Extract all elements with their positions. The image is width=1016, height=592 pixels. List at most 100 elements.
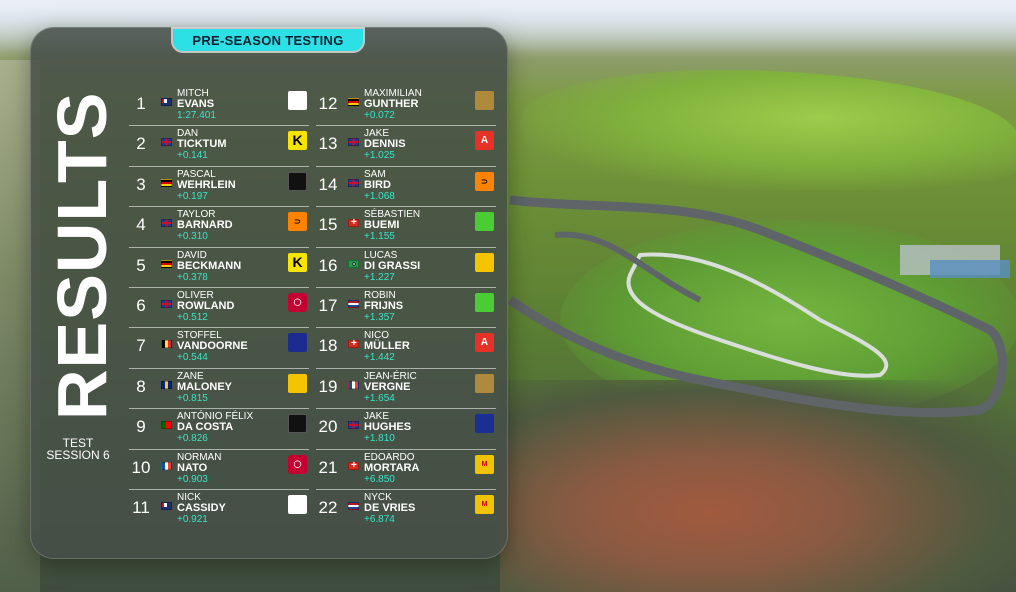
result-row: 3 PASCAL WEHRLEIN +0.197 — [129, 167, 309, 208]
new-zealand-flag — [161, 98, 172, 106]
penske-logo — [475, 91, 494, 110]
ds-logo — [288, 333, 307, 353]
jaguar-logo — [288, 91, 307, 110]
result-row: 22 NYCK DE VRIES +6.874 M — [316, 490, 496, 530]
lap-time: +1.810 — [364, 433, 395, 445]
lap-time: +6.850 — [364, 473, 395, 485]
driver-first-name: JEAN-ÉRIC — [364, 370, 417, 382]
brazil-flag — [348, 259, 359, 268]
result-row: 19 JEAN-ÉRIC VERGNE +1.654 — [316, 369, 496, 410]
switzerland-flag — [348, 460, 359, 471]
lap-time: +0.072 — [364, 110, 395, 121]
driver-last-name: EVANS — [177, 98, 215, 110]
envision-logo — [475, 292, 494, 312]
belgium-flag — [161, 340, 172, 349]
driver-first-name: NORMAN — [177, 451, 222, 463]
great-britain-flag — [348, 421, 359, 430]
result-row: 1 MITCH EVANS 1:27.401 — [129, 86, 309, 127]
germany-flag — [348, 98, 359, 106]
position-number: 13 — [318, 134, 338, 154]
position-number: 18 — [318, 336, 338, 356]
result-row: 2 DAN TICKTUM +0.141 K — [129, 126, 309, 167]
kiro-logo: K — [288, 252, 307, 272]
results-column-left: 1 MITCH EVANS 1:27.401 2 DAN TICKTUM +0.… — [129, 86, 309, 530]
driver-last-name: CASSIDY — [177, 501, 226, 514]
france-flag — [348, 380, 359, 389]
position-number: 22 — [318, 497, 338, 517]
position-number: 6 — [136, 295, 146, 315]
result-row: 18 NICO MÜLLER +1.442 A — [316, 328, 496, 369]
result-row: 10 NORMAN NATO +0.903 ◯ — [129, 450, 309, 490]
jaguar-logo — [288, 494, 307, 514]
driver-last-name: WEHRLEIN — [177, 178, 236, 191]
driver-first-name: OLIVER — [177, 289, 214, 301]
result-row: 16 LUCAS DI GRASSI +1.227 — [316, 248, 496, 288]
session-label-line2: SESSION 6 — [46, 448, 110, 462]
driver-first-name: JAKE — [364, 411, 390, 423]
great-britain-flag — [161, 219, 172, 228]
great-britain-flag — [161, 138, 172, 147]
envision-logo — [475, 212, 494, 232]
position-number: 4 — [136, 215, 146, 235]
result-row: 8 ZANE MALONEY +0.815 — [129, 369, 309, 410]
driver-first-name: JAKE — [364, 128, 390, 140]
position-number: 16 — [318, 255, 338, 275]
session-label-line1: TEST — [62, 436, 94, 450]
driver-last-name: FRIJNS — [364, 299, 404, 312]
great-britain-flag — [161, 299, 172, 308]
result-row: 17 ROBIN FRIJNS +1.357 — [316, 288, 496, 329]
driver-first-name: ZANE — [177, 370, 204, 382]
driver-first-name: SÉBASTIEN — [364, 209, 421, 221]
france-flag — [161, 461, 172, 470]
nissan-logo: ◯ — [288, 454, 307, 474]
lap-time: +1.227 — [364, 271, 395, 283]
driver-last-name: BECKMANN — [177, 259, 242, 272]
penske-logo — [475, 373, 494, 393]
driver-last-name: DI GRASSI — [364, 259, 421, 272]
result-row: 4 TAYLOR BARNARD +0.310 ⊃ — [129, 207, 309, 248]
result-row: 7 STOFFEL VANDOORNE +0.544 — [129, 328, 309, 369]
position-number: 14 — [318, 174, 338, 194]
nissan-logo: ◯ — [288, 292, 307, 312]
mclaren-logo: ⊃ — [475, 171, 494, 191]
lap-time: +0.826 — [177, 433, 208, 445]
results-vertical-title: RESULTS — [43, 91, 121, 421]
switzerland-flag — [348, 338, 359, 349]
driver-first-name: STOFFEL — [177, 330, 222, 342]
result-row: 14 SAM BIRD +1.068 ⊃ — [316, 167, 496, 208]
lap-time: +0.921 — [177, 513, 208, 525]
lap-time: +0.378 — [177, 271, 208, 283]
lap-time: +1.025 — [364, 150, 395, 162]
position-number: 8 — [136, 376, 146, 396]
kiro-logo: K — [288, 131, 307, 151]
driver-last-name: ROWLAND — [177, 299, 235, 312]
lap-time: +1.357 — [364, 311, 395, 323]
driver-last-name: TICKTUM — [177, 138, 227, 151]
driver-last-name: DE VRIES — [364, 501, 416, 514]
lap-time: +0.903 — [177, 473, 208, 485]
driver-last-name: HUGHES — [364, 421, 412, 434]
driver-first-name: EDOARDO — [364, 451, 415, 463]
mahindra-logo: M — [475, 494, 494, 514]
driver-last-name: MORTARA — [364, 461, 420, 474]
great-britain-flag — [348, 178, 359, 187]
result-row: 13 JAKE DENNIS +1.025 A — [316, 126, 496, 167]
position-number: 17 — [318, 295, 338, 315]
driver-first-name: MITCH — [177, 88, 209, 99]
barbados-flag — [161, 380, 172, 389]
session-label: TEST SESSION 6 — [38, 437, 118, 461]
driver-first-name: NICO — [364, 330, 389, 342]
mahindra-logo: M — [475, 454, 494, 474]
driver-first-name: ANTÓNIO FÉLIX — [177, 411, 254, 423]
driver-last-name: BIRD — [364, 178, 391, 191]
lap-time: +0.815 — [177, 392, 208, 404]
driver-last-name: NATO — [177, 461, 208, 474]
position-number: 10 — [131, 457, 151, 477]
driver-first-name: ROBIN — [364, 289, 396, 301]
driver-first-name: NYCK — [364, 491, 392, 503]
driver-last-name: GUNTHER — [364, 98, 419, 110]
lola-logo — [475, 252, 494, 272]
driver-last-name: MÜLLER — [364, 340, 410, 353]
driver-last-name: MALONEY — [177, 380, 232, 393]
